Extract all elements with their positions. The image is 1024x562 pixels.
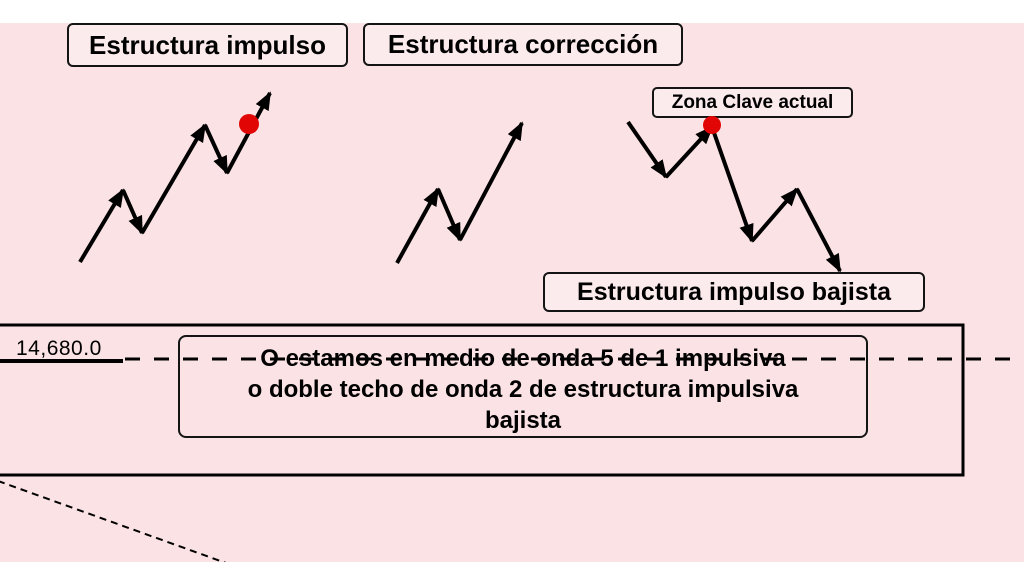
key-point-dot[interactable] [239, 114, 259, 134]
impulse-down-arrow-2[interactable] [664, 125, 714, 179]
trend-dotted-line [0, 480, 227, 562]
impulse-down-arrow-5[interactable] [795, 188, 842, 273]
annotation-line-1: O estamos en medio de onda 5 de 1 impuls… [260, 345, 786, 372]
scenario-annotation-box[interactable]: O estamos en medio de onda 5 de 1 impuls… [178, 335, 868, 438]
label-estructura-impulso-bajista[interactable]: Estructura impulso bajista [543, 272, 925, 312]
impulse-up-arrow-3[interactable] [140, 123, 207, 235]
label-estructura-impulso[interactable]: Estructura impulso [67, 23, 348, 67]
label-estructura-impulso-bajista-text: Estructura impulso bajista [577, 277, 891, 306]
correction-arrow-2[interactable] [436, 188, 462, 242]
label-estructura-impulso-text: Estructura impulso [89, 29, 326, 60]
impulse-up-arrow-2[interactable] [121, 189, 144, 235]
label-estructura-correccion-text: Estructura corrección [387, 29, 659, 59]
correction-arrow-3[interactable] [458, 121, 524, 241]
label-estructura-correccion[interactable]: Estructura corrección [363, 23, 683, 66]
impulse-down-arrow-1[interactable] [626, 120, 668, 179]
price-level-label: 14,680.0 [16, 337, 102, 360]
label-zona-clave-actual-text: Zona Clave actual [671, 91, 834, 113]
impulse-up-arrow-1[interactable] [78, 188, 125, 264]
annotation-line-3: bajista [484, 407, 562, 434]
key-point-dot[interactable] [703, 116, 721, 134]
annotation-line-2: o doble techo de onda 2 de estructura im… [247, 376, 799, 403]
impulse-down-arrow-4[interactable] [750, 187, 799, 243]
correction-arrow-1[interactable] [395, 187, 440, 264]
impulse-up-arrow-4[interactable] [203, 124, 229, 175]
impulse-up-arrow-5[interactable] [225, 91, 272, 174]
top-white-strip [0, 0, 1024, 23]
impulse-down-arrow-3[interactable] [710, 126, 754, 243]
label-zona-clave-actual[interactable]: Zona Clave actual [652, 87, 853, 118]
